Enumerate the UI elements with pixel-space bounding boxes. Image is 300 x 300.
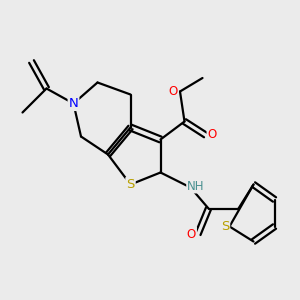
Text: O: O	[208, 128, 217, 142]
Text: N: N	[69, 97, 78, 110]
Text: O: O	[169, 85, 178, 98]
Text: NH: NH	[187, 179, 205, 193]
Text: S: S	[126, 178, 135, 191]
Text: S: S	[221, 220, 229, 233]
Text: O: O	[187, 227, 196, 241]
